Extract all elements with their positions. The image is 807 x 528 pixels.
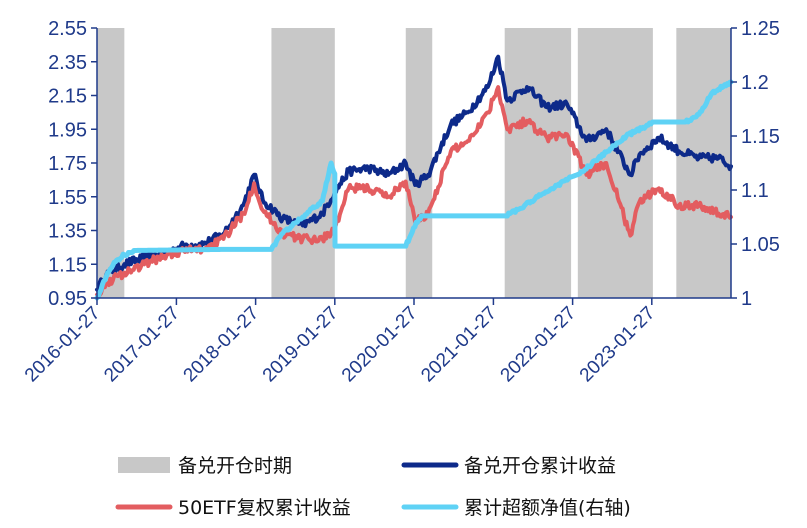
- y-right-tick-label-5: 1.25: [741, 18, 780, 40]
- y-left-tick-label-1: 1.15: [48, 254, 87, 276]
- y-left-tick-label-0: 0.95: [48, 288, 87, 310]
- y-left-tick-label-6: 2.15: [48, 86, 87, 108]
- y-left-tick-label-5: 1.95: [48, 119, 87, 141]
- y-left-tick-label-8: 2.55: [48, 18, 87, 40]
- y-right-tick-label-3: 1.15: [741, 126, 780, 148]
- x-tick-label-3: 2019-01-27: [259, 303, 343, 387]
- legend-label-2: 50ETF复权累计收益: [178, 497, 351, 519]
- shaded-period-3: [504, 28, 572, 298]
- x-tick-label-0: 2016-01-27: [21, 303, 105, 387]
- y-right-tick-label-2: 1.1: [741, 180, 769, 202]
- y-left-tick-label-3: 1.55: [48, 187, 87, 209]
- y-right-tick-label-1: 1.05: [741, 234, 780, 256]
- shaded-period-2: [405, 28, 433, 298]
- y-left-tick-label-4: 1.75: [48, 153, 87, 175]
- shaded-period-1: [271, 28, 335, 298]
- x-tick-label-2: 2018-01-27: [180, 303, 264, 387]
- y-left-tick-label-2: 1.35: [48, 221, 87, 243]
- legend-label-3: 累计超额净值(右轴): [464, 497, 631, 519]
- shaded-period-0: [97, 28, 125, 298]
- y-left-tick-label-7: 2.35: [48, 52, 87, 74]
- y-right-tick-label-0: 1: [741, 288, 752, 310]
- shaded-period-5: [676, 28, 731, 298]
- x-tick-label-7: 2023-01-27: [576, 303, 660, 387]
- x-tick-label-1: 2017-01-27: [100, 303, 184, 387]
- x-tick-label-6: 2022-01-27: [497, 303, 581, 387]
- legend-swatch-0: [118, 457, 170, 473]
- legend-label-0: 备兑开仓时期: [178, 455, 292, 477]
- shaded-period-4: [577, 28, 653, 298]
- y-right-tick-label-4: 1.2: [741, 72, 769, 94]
- series-line-0: [95, 54, 733, 293]
- series-line-2: [94, 79, 734, 301]
- legend-label-1: 备兑开仓累计收益: [464, 455, 616, 477]
- x-tick-label-5: 2021-01-27: [417, 303, 501, 387]
- x-tick-label-4: 2020-01-27: [338, 303, 422, 387]
